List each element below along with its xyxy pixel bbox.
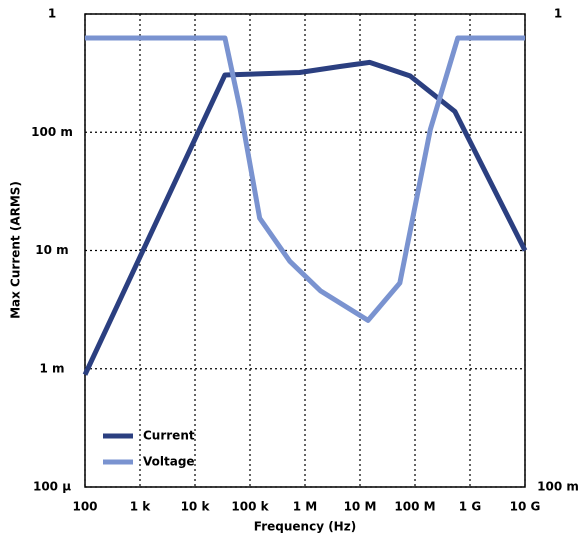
x-tick-label: 10 M — [344, 500, 377, 514]
y-tick-label: 100 m — [31, 125, 73, 139]
y-tick-label: 10 m — [35, 243, 68, 257]
x-tick-label: 100 — [72, 500, 97, 514]
x-tick-label: 1 G — [459, 500, 481, 514]
legend-label: Voltage — [143, 455, 195, 469]
series-line — [82, 59, 528, 376]
x-tick-label: 10 G — [510, 500, 541, 514]
x-tick-label: 100 k — [231, 500, 269, 514]
y2-tick-label: 1 — [554, 7, 562, 21]
legend-label: Current — [143, 429, 195, 443]
x-tick-label: 1 k — [130, 500, 152, 514]
x-tick-label: 100 M — [394, 500, 435, 514]
y-tick-label: 1 — [48, 7, 56, 21]
series-line — [85, 35, 525, 323]
x-tick-label: 10 k — [181, 500, 211, 514]
y-tick-label: 1 m — [39, 361, 64, 375]
x-tick-label: 1 M — [293, 500, 317, 514]
x-axis-title: Frequency (Hz) — [254, 520, 356, 534]
y-tick-label: 100 µ — [33, 480, 71, 494]
y2-tick-label: 100 m — [537, 480, 579, 494]
y-axis-title: Max Current (ARMS) — [9, 181, 23, 319]
